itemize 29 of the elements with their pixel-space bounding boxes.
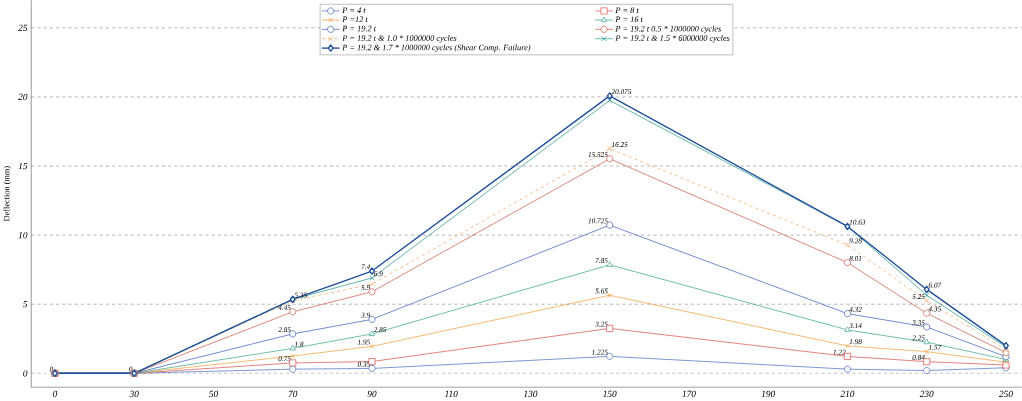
x-tick-label: 0	[52, 391, 58, 398]
y-tick-label: 15	[18, 163, 28, 170]
x-tick-label: 150	[603, 391, 617, 398]
y-tick-label: 25	[18, 24, 28, 32]
y-tick-label: 20	[18, 94, 28, 101]
x-tick-label: 170	[682, 391, 696, 398]
y-axis-title: Deflection (mm)	[3, 166, 12, 222]
legend-label: P = 19.2 t & 1.5 * 6000000 cycles	[615, 35, 730, 43]
x-tick-label: 50	[208, 391, 219, 398]
x-tick-label: 210	[840, 391, 855, 398]
x-tick-label: 90	[367, 391, 377, 398]
legend-label: P = 16 t	[615, 16, 644, 23]
y-tick-label: 5	[23, 301, 28, 308]
x-tick-label: 230	[919, 391, 934, 398]
legend-label: P = 8 t	[615, 7, 639, 14]
legend-label: P = 19.2 t	[342, 26, 377, 32]
legend-label: P = 19.2 & 1.7 * 1000000 cycles (Shear Comp. Failure)	[342, 44, 531, 53]
legend-label: P = 19.2 t 0.5 * 1000000 cycles	[615, 25, 721, 34]
legend-label: P = 4 t	[342, 7, 366, 14]
y-tick-label: 0	[23, 370, 28, 377]
x-tick-label: 30	[129, 391, 139, 398]
x-tick-label: 110	[444, 391, 458, 398]
y-tick-label: 10	[18, 232, 28, 239]
x-tick-label: 250	[998, 391, 1013, 398]
x-tick-label: 190	[761, 391, 776, 398]
x-tick-label: 70	[288, 391, 298, 398]
legend-label: P = 19.2 t & 1.0 * 1000000 cycles	[342, 35, 457, 43]
legend-label: P =12 t	[342, 16, 368, 23]
x-tick-label: 130	[523, 391, 538, 398]
